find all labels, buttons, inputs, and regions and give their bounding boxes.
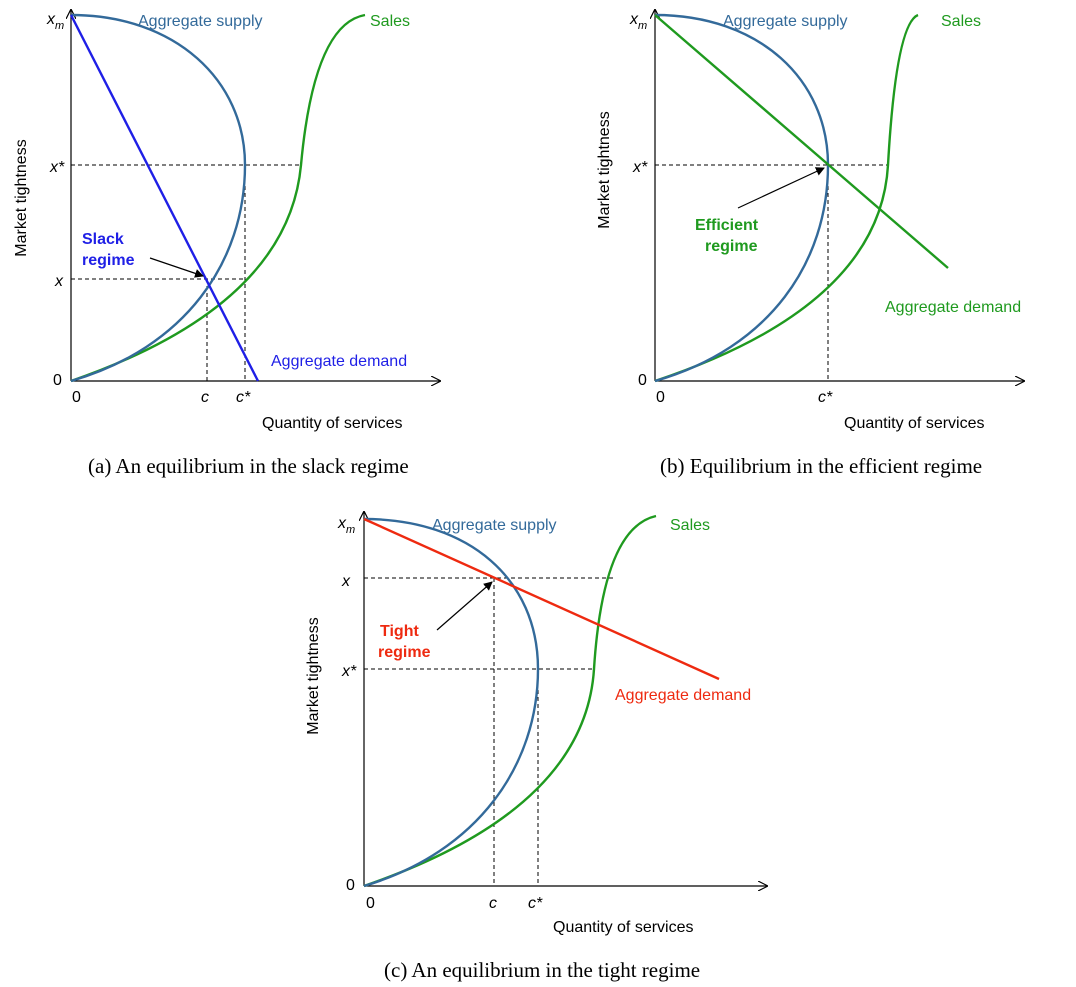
ytick-xm: xm <box>337 515 355 536</box>
panel-a: Aggregate supply Sales Aggregate demand … <box>13 10 440 478</box>
supply-label: Aggregate supply <box>723 13 848 30</box>
supply-label: Aggregate supply <box>138 13 263 30</box>
demand-line <box>69 14 260 382</box>
supply-label: Aggregate supply <box>432 517 557 534</box>
y-axis-label: Market tightness <box>596 111 613 228</box>
xtick-c: c <box>201 389 209 406</box>
regime-label-line1: Efficient <box>695 217 759 234</box>
caption: (b) Equilibrium in the efficient regime <box>660 454 982 478</box>
demand-label: Aggregate demand <box>271 353 407 370</box>
demand-label: Aggregate demand <box>885 299 1021 316</box>
ytick-x: x <box>54 273 64 290</box>
demand-line <box>363 517 720 681</box>
ytick-xm: xm <box>629 11 647 32</box>
ytick-xstar: x* <box>49 159 65 176</box>
xtick-cstar: c* <box>236 389 251 406</box>
xtick-cstar: c* <box>528 895 543 912</box>
regime-label-line1: Tight <box>380 623 419 640</box>
demand-line <box>654 14 949 269</box>
supply-curve <box>70 13 247 383</box>
x-axis-label: Quantity of services <box>262 415 403 432</box>
regime-label-line2: regime <box>378 644 431 661</box>
regime-label-line1: Slack <box>82 231 124 248</box>
regime-arrow <box>149 257 204 278</box>
regime-label-line2: regime <box>82 252 135 269</box>
ytick-0: 0 <box>346 877 355 894</box>
xtick-0: 0 <box>656 389 665 406</box>
ytick-0: 0 <box>638 372 647 389</box>
ytick-xstar: x* <box>632 159 648 176</box>
sales-label: Sales <box>370 13 410 30</box>
xtick-0: 0 <box>366 895 375 912</box>
x-axis-label: Quantity of services <box>553 919 694 936</box>
y-axis-label: Market tightness <box>13 139 30 256</box>
xtick-0: 0 <box>72 389 81 406</box>
sales-label: Sales <box>941 13 981 30</box>
regime-label-line2: regime <box>705 238 758 255</box>
caption: (a) An equilibrium in the slack regime <box>88 454 409 478</box>
regime-arrow <box>737 167 825 209</box>
xtick-cstar: c* <box>818 389 833 406</box>
demand-label: Aggregate demand <box>615 687 751 704</box>
xtick-c: c <box>489 895 497 912</box>
panel-b: Aggregate supply Sales Aggregate demand … <box>596 10 1024 478</box>
ytick-xstar: x* <box>341 663 357 680</box>
caption: (c) An equilibrium in the tight regime <box>384 958 700 982</box>
sales-curve <box>70 13 366 383</box>
sales-label: Sales <box>670 517 710 534</box>
panel-c: Aggregate supply Sales Aggregate demand … <box>305 512 767 982</box>
x-axis-label: Quantity of services <box>844 415 985 432</box>
regime-arrow <box>436 581 493 631</box>
supply-curve <box>654 13 830 383</box>
ytick-xm: xm <box>46 11 64 32</box>
sales-curve <box>654 13 919 383</box>
ytick-0: 0 <box>53 372 62 389</box>
ytick-x: x <box>341 573 351 590</box>
supply-curve <box>363 517 540 888</box>
sales-curve <box>363 514 657 888</box>
y-axis-label: Market tightness <box>305 617 322 734</box>
